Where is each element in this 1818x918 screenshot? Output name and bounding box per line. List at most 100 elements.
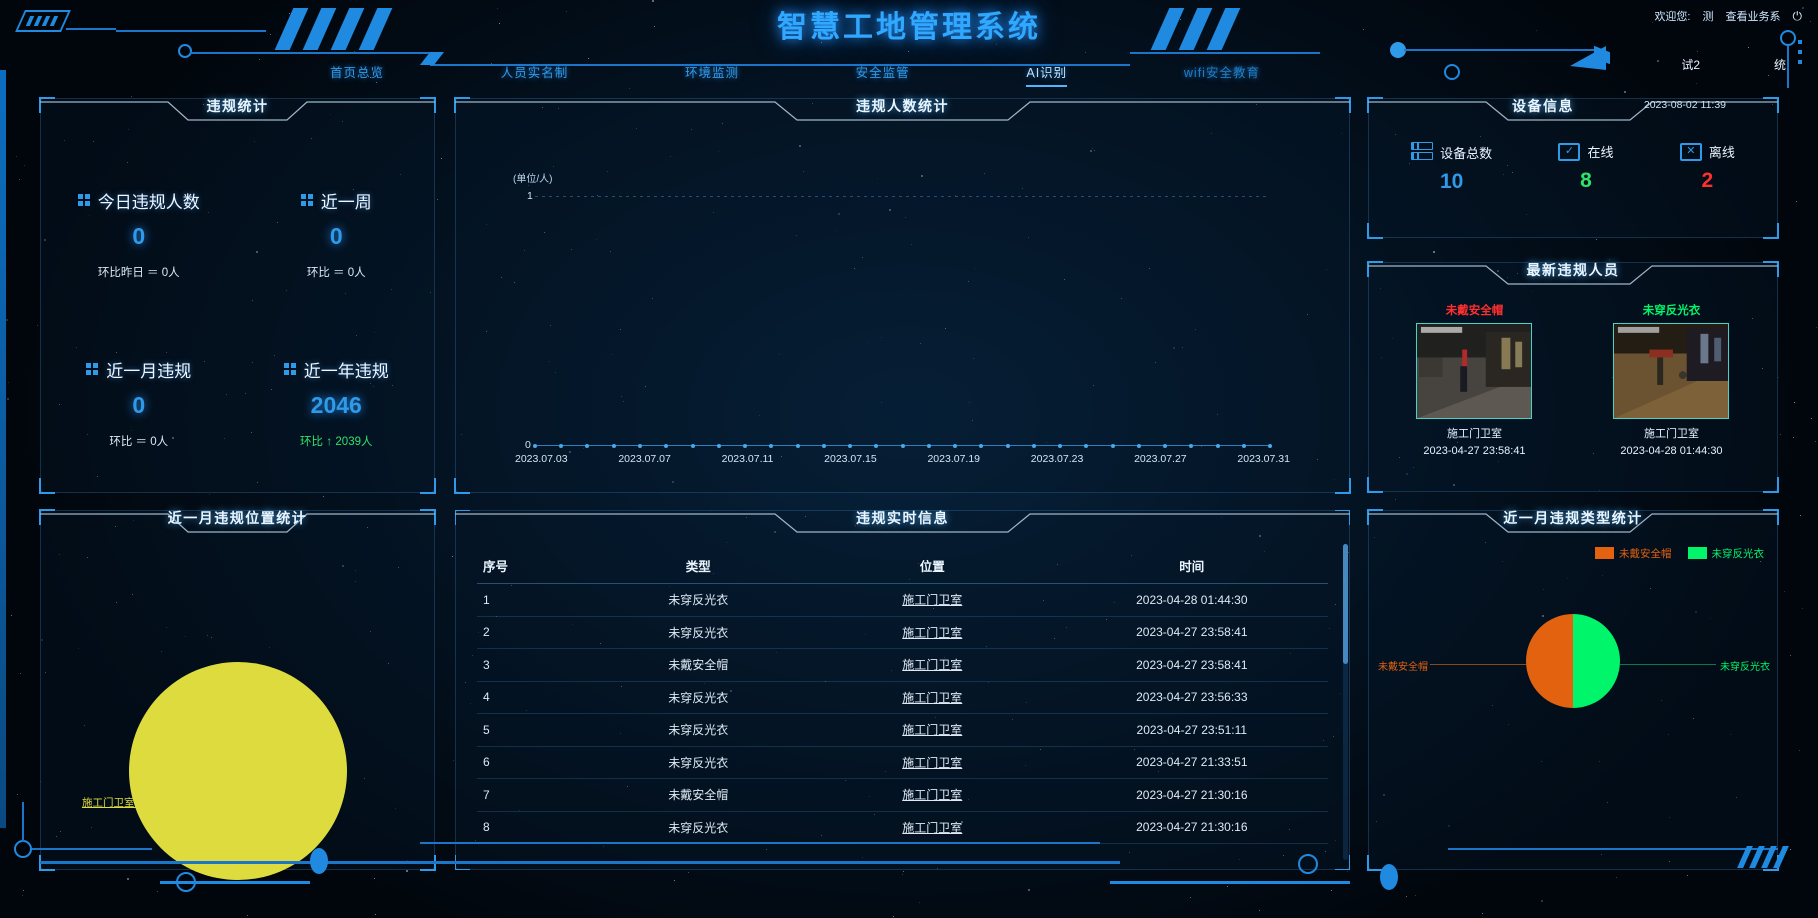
table-body: 1 未穿反光衣 施工门卫室 2023-04-28 01:44:30 2 未穿反光衣 施工门卫… bbox=[477, 584, 1328, 844]
chart-point[interactable] bbox=[979, 444, 983, 448]
chart-point[interactable] bbox=[927, 444, 931, 448]
main-nav: 首页总览 人员实名制 环境监测 安全监管 AI识别 wifi安全教育 bbox=[330, 62, 1260, 87]
squares-icon bbox=[284, 363, 297, 376]
violation-snapshot-image[interactable] bbox=[1416, 323, 1532, 419]
app-header: 智慧工地管理系统 欢迎您: 测 查看业务系 ⏻ 试2 统 首页总览 人员实名制 … bbox=[0, 0, 1818, 92]
cell-time: 2023-04-27 21:30:16 bbox=[1056, 820, 1328, 834]
cell-type: 未戴安全帽 bbox=[588, 656, 809, 673]
nav-item-overview[interactable]: 首页总览 bbox=[330, 62, 384, 87]
table-row[interactable]: 8 未穿反光衣 施工门卫室 2023-04-27 21:30:16 bbox=[477, 812, 1328, 845]
nav-item-personnel[interactable]: 人员实名制 bbox=[501, 62, 569, 87]
cell-location[interactable]: 施工门卫室 bbox=[809, 786, 1056, 803]
table-scrollbar[interactable] bbox=[1343, 544, 1348, 860]
table-row[interactable]: 6 未穿反光衣 施工门卫室 2023-04-27 21:33:51 bbox=[477, 747, 1328, 780]
table-row[interactable]: 4 未穿反光衣 施工门卫室 2023-04-27 23:56:33 bbox=[477, 682, 1328, 715]
nav-item-environment[interactable]: 环境监测 bbox=[685, 62, 739, 87]
chart-point[interactable] bbox=[664, 444, 668, 448]
cell-no: 2 bbox=[477, 625, 588, 639]
type-pie-panel: 近一月违规类型统计 未戴安全帽 未穿反光衣 未戴安全帽 未穿反光衣 bbox=[1368, 510, 1778, 870]
chart-x-tick: 2023.07.27 bbox=[1134, 453, 1187, 465]
table-row[interactable]: 5 未穿反光衣 施工门卫室 2023-04-27 23:51:11 bbox=[477, 714, 1328, 747]
chart-point[interactable] bbox=[1216, 444, 1220, 448]
chart-point[interactable] bbox=[559, 444, 563, 448]
chart-point[interactable] bbox=[1032, 444, 1036, 448]
chart-x-axis bbox=[535, 445, 1270, 446]
chart-point[interactable] bbox=[1084, 444, 1088, 448]
check-monitor-icon: ✓ bbox=[1558, 143, 1580, 161]
chart-point[interactable] bbox=[1137, 444, 1141, 448]
table-row[interactable]: 2 未穿反光衣 施工门卫室 2023-04-27 23:58:41 bbox=[477, 617, 1328, 650]
type-pie-legend: 未戴安全帽 未穿反光衣 bbox=[1595, 546, 1764, 561]
chart-point[interactable] bbox=[1242, 444, 1246, 448]
user-name-secondary: 试2 bbox=[1681, 56, 1700, 73]
cell-no: 8 bbox=[477, 820, 588, 834]
table-row[interactable]: 1 未穿反光衣 施工门卫室 2023-04-28 01:44:30 bbox=[477, 584, 1328, 617]
cell-location[interactable]: 施工门卫室 bbox=[809, 754, 1056, 771]
table-row[interactable]: 3 未戴安全帽 施工门卫室 2023-04-27 23:58:41 bbox=[477, 649, 1328, 682]
chart-point[interactable] bbox=[717, 444, 721, 448]
chart-point[interactable] bbox=[691, 444, 695, 448]
chart-point[interactable] bbox=[1268, 444, 1272, 448]
chart-point[interactable] bbox=[1006, 444, 1010, 448]
cell-location[interactable]: 施工门卫室 bbox=[809, 624, 1056, 641]
chart-point[interactable] bbox=[874, 444, 878, 448]
chart-point[interactable] bbox=[1163, 444, 1167, 448]
power-icon[interactable]: ⏻ bbox=[1793, 9, 1803, 24]
y-tick-0: 0 bbox=[525, 439, 531, 451]
header-user-area: 欢迎您: 测 查看业务系 ⏻ bbox=[1654, 8, 1802, 24]
violator-time: 2023-04-28 01:44:30 bbox=[1620, 445, 1722, 457]
stat-label-text: 近一月违规 bbox=[106, 357, 191, 382]
nav-item-ai[interactable]: AI识别 bbox=[1026, 62, 1067, 87]
cell-no: 1 bbox=[477, 593, 588, 607]
cell-no: 6 bbox=[477, 755, 588, 769]
violator-card[interactable]: 未穿反光衣 bbox=[1581, 302, 1762, 486]
legend-item-vest[interactable]: 未穿反光衣 bbox=[1688, 546, 1765, 561]
violation-snapshot-image[interactable] bbox=[1613, 323, 1729, 419]
system-word: 统 bbox=[1774, 56, 1786, 73]
cell-location[interactable]: 施工门卫室 bbox=[809, 689, 1056, 706]
chart-point[interactable] bbox=[533, 444, 537, 448]
violator-card[interactable]: 未戴安全帽 bbox=[1384, 302, 1565, 486]
chart-point[interactable] bbox=[901, 444, 905, 448]
chart-point[interactable] bbox=[822, 444, 826, 448]
legend-chip bbox=[1595, 547, 1614, 559]
cell-time: 2023-04-27 23:58:41 bbox=[1056, 658, 1328, 672]
nav-item-safety[interactable]: 安全监管 bbox=[856, 62, 910, 87]
chart-point[interactable] bbox=[953, 444, 957, 448]
col-header-type: 类型 bbox=[588, 556, 809, 575]
stat-value: 2046 bbox=[311, 392, 362, 419]
chart-point[interactable] bbox=[769, 444, 773, 448]
stat-compare: 环比昨日 ＝ 0人 bbox=[98, 264, 180, 280]
cell-location[interactable]: 施工门卫室 bbox=[809, 819, 1056, 836]
location-pie-chart[interactable] bbox=[129, 662, 347, 880]
server-icon bbox=[1411, 142, 1433, 162]
legend-item-helmet[interactable]: 未戴安全帽 bbox=[1595, 546, 1672, 561]
chart-point[interactable] bbox=[612, 444, 616, 448]
type-pie-label-left: 未戴安全帽 bbox=[1378, 658, 1428, 673]
latest-violators-grid: 未戴安全帽 bbox=[1376, 302, 1770, 486]
cell-location[interactable]: 施工门卫室 bbox=[809, 721, 1056, 738]
table-scrollbar-thumb[interactable] bbox=[1343, 544, 1348, 664]
view-business-system-link[interactable]: 查看业务系 bbox=[1726, 8, 1781, 24]
nav-item-wifi[interactable]: wifi安全教育 bbox=[1184, 62, 1260, 87]
cell-location[interactable]: 施工门卫室 bbox=[809, 591, 1056, 608]
squares-icon bbox=[301, 194, 314, 207]
chart-point[interactable] bbox=[1111, 444, 1115, 448]
violation-stats-panel: 违规统计 今日违规人数 0 环比昨日 ＝ 0人 近一周 0 bbox=[40, 98, 435, 493]
device-online-value: 8 bbox=[1580, 169, 1592, 193]
chart-point[interactable] bbox=[848, 444, 852, 448]
cell-type: 未穿反光衣 bbox=[588, 819, 809, 836]
cell-time: 2023-04-27 23:56:33 bbox=[1056, 690, 1328, 704]
stat-label-text: 近一周 bbox=[321, 188, 372, 213]
chart-point[interactable] bbox=[585, 444, 589, 448]
chart-point[interactable] bbox=[796, 444, 800, 448]
dashboard-root: 智慧工地管理系统 欢迎您: 测 查看业务系 ⏻ 试2 统 首页总览 人员实名制 … bbox=[0, 0, 1818, 918]
chart-point[interactable] bbox=[743, 444, 747, 448]
cell-location[interactable]: 施工门卫室 bbox=[809, 656, 1056, 673]
violator-time: 2023-04-27 23:58:41 bbox=[1423, 445, 1525, 457]
table-row[interactable]: 7 未戴安全帽 施工门卫室 2023-04-27 21:30:16 bbox=[477, 779, 1328, 812]
chart-point[interactable] bbox=[638, 444, 642, 448]
chart-point[interactable] bbox=[1189, 444, 1193, 448]
type-pie-chart[interactable] bbox=[1526, 614, 1620, 708]
chart-point[interactable] bbox=[1058, 444, 1062, 448]
